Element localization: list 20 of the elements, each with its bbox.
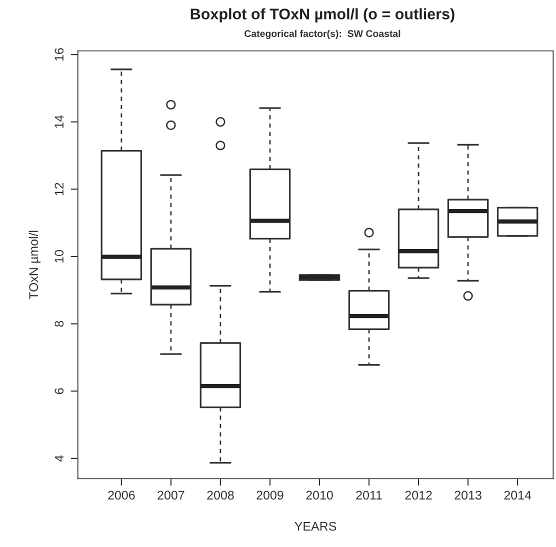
- x-tick-label: 2007: [158, 490, 184, 500]
- y-tick-label: 8: [54, 320, 64, 327]
- y-tick-label: 10: [54, 250, 64, 262]
- x-tick-label: 2012: [405, 490, 432, 500]
- x-tick-label: 2008: [207, 490, 234, 500]
- y-axis-title: TOxN µmol/l: [28, 230, 40, 300]
- chart-subtitle: Categorical factor(s): SW Coastal: [244, 30, 400, 40]
- x-tick-label: 2014: [504, 490, 532, 500]
- chart-title: Boxplot of TOxN µmol/l (o = outliers): [190, 8, 454, 22]
- y-tick-label: 6: [54, 388, 64, 394]
- y-tick-label: 12: [54, 182, 64, 196]
- x-tick-label: 2009: [256, 490, 284, 500]
- x-tick-label: 2010: [306, 490, 333, 500]
- y-tick-label: 4: [54, 455, 64, 462]
- y-tick-label: 14: [54, 115, 64, 128]
- x-tick-label: 2006: [108, 490, 135, 500]
- x-tick-label: 2013: [454, 490, 482, 500]
- y-tick-label: 16: [54, 48, 64, 61]
- x-axis-title: YEARS: [294, 522, 336, 531]
- x-tick-label: 2011: [356, 490, 382, 500]
